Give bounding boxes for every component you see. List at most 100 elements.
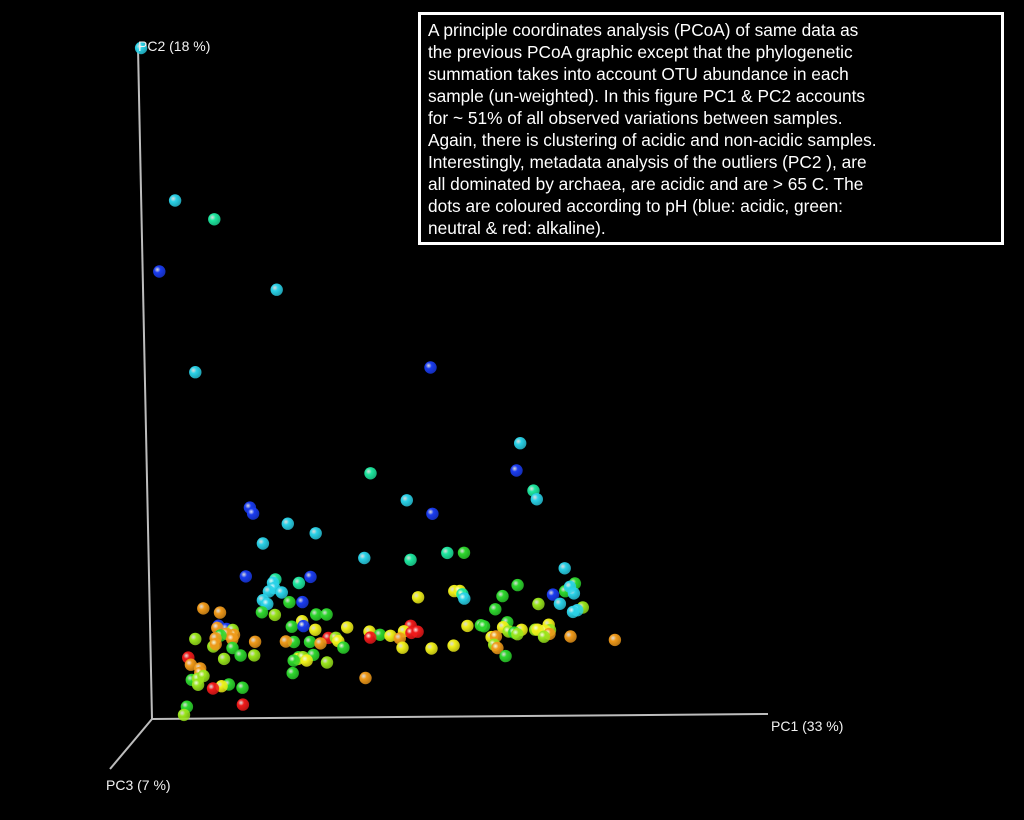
data-point <box>234 649 247 662</box>
pc1-axis-line <box>151 713 769 720</box>
data-point <box>477 620 491 633</box>
data-point <box>153 265 166 278</box>
data-point <box>499 649 512 663</box>
data-point <box>270 283 283 296</box>
data-point <box>236 681 249 694</box>
data-point <box>426 507 439 520</box>
data-point <box>411 591 425 604</box>
data-point <box>206 682 220 695</box>
data-point <box>197 602 210 615</box>
data-point <box>296 595 309 609</box>
data-point <box>226 641 239 655</box>
pc1-axis-label: PC1 (33 %) <box>771 718 844 734</box>
data-point <box>558 562 571 575</box>
data-point <box>532 597 545 611</box>
data-point <box>563 580 577 593</box>
data-point <box>248 635 262 648</box>
data-point <box>425 642 438 655</box>
data-point <box>564 630 577 643</box>
data-point <box>255 606 269 619</box>
data-point <box>304 570 317 584</box>
data-point <box>364 467 377 480</box>
data-point <box>189 366 202 379</box>
pc3-axis-line <box>109 718 153 770</box>
axes <box>109 47 769 770</box>
data-point <box>411 625 424 638</box>
data-point <box>275 586 288 599</box>
data-point <box>393 632 406 645</box>
data-point <box>314 637 327 650</box>
data-point <box>246 507 260 520</box>
data-point <box>297 619 310 633</box>
data-point <box>285 620 298 633</box>
data-point <box>281 517 294 530</box>
data-point <box>134 41 148 55</box>
data-point <box>292 576 306 590</box>
data-point <box>457 546 471 559</box>
caption-box: A principle coordinates analysis (PCoA) … <box>418 12 1004 245</box>
pc2-axis-label: PC2 (18 %) <box>138 38 211 54</box>
data-point <box>511 628 524 641</box>
data-point <box>496 589 509 603</box>
data-point <box>189 632 202 646</box>
pc2-axis-line <box>137 47 153 720</box>
data-point <box>514 437 527 450</box>
data-point <box>491 641 504 655</box>
caption-text: A principle coordinates analysis (PCoA) … <box>428 20 877 238</box>
data-point <box>268 608 282 622</box>
data-point <box>191 678 205 691</box>
data-point <box>303 635 317 649</box>
data-point <box>248 649 261 662</box>
data-point <box>400 494 413 507</box>
data-point <box>320 608 333 621</box>
data-point <box>489 603 502 616</box>
data-point <box>287 654 300 667</box>
data-point <box>236 698 250 711</box>
data-point <box>283 596 296 609</box>
data-point <box>537 630 551 643</box>
data-point <box>217 652 231 666</box>
data-point <box>208 213 221 226</box>
data-point <box>396 641 409 654</box>
data-point <box>384 629 397 642</box>
data-point <box>510 464 523 477</box>
data-point <box>184 658 198 671</box>
data-point <box>373 628 387 641</box>
data-point <box>341 621 354 634</box>
data-point <box>320 656 334 669</box>
data-point <box>262 585 276 598</box>
data-point <box>239 570 252 583</box>
data-point <box>177 708 191 722</box>
pc3-axis-label: PC3 (7 %) <box>106 777 171 793</box>
data-point <box>256 537 270 550</box>
data-point <box>168 194 182 207</box>
data-point <box>310 608 323 621</box>
data-point <box>424 361 437 374</box>
data-point <box>213 606 227 619</box>
data-point <box>209 638 222 651</box>
data-point <box>530 493 543 506</box>
data-point <box>566 605 580 619</box>
data-point <box>337 641 350 654</box>
data-point <box>511 578 524 592</box>
data-point <box>358 551 371 565</box>
data-point <box>461 619 474 633</box>
data-point <box>279 635 293 648</box>
data-point <box>553 597 567 610</box>
data-point <box>458 592 471 605</box>
data-point <box>364 631 377 644</box>
data-point <box>546 588 560 601</box>
data-point <box>300 654 313 667</box>
data-point <box>447 639 460 652</box>
data-point <box>608 633 622 647</box>
data-point <box>309 527 322 540</box>
data-point <box>441 546 454 560</box>
data-point <box>226 633 239 646</box>
data-point <box>359 671 372 685</box>
data-point <box>404 553 417 566</box>
data-point <box>286 666 299 680</box>
data-points <box>134 41 622 722</box>
data-point <box>309 623 322 636</box>
